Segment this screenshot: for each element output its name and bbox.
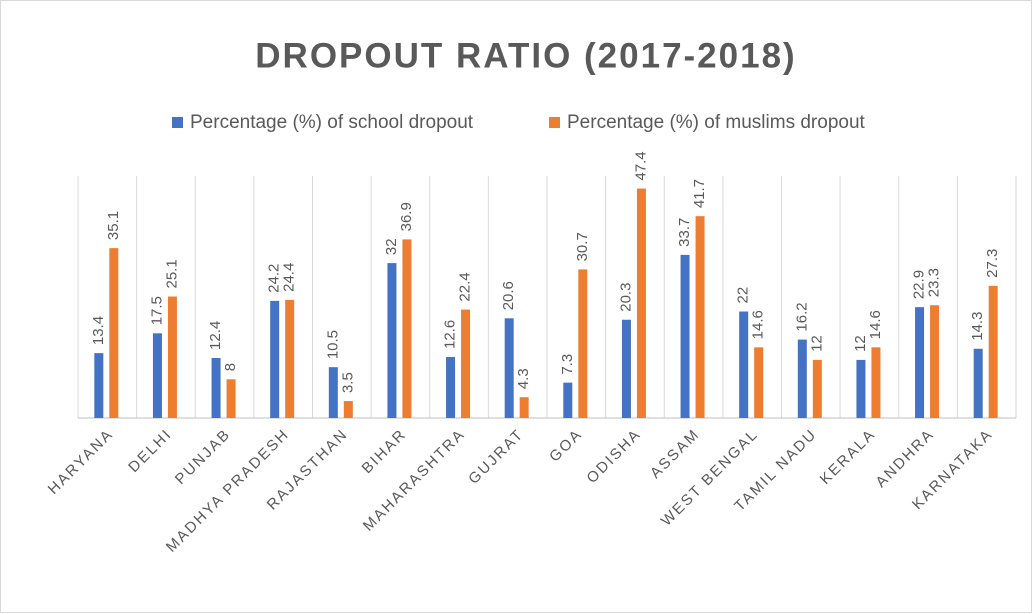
data-label: 12 [808,335,825,352]
bar [109,248,119,418]
bar [504,318,514,418]
data-label: 10.5 [324,330,341,359]
bar [621,319,631,418]
data-label: 22 [735,287,752,304]
bar [446,357,456,418]
legend-label: Percentage (%) of school dropout [190,112,474,133]
data-label: 14.3 [969,312,986,341]
data-label: 20.3 [617,283,634,312]
data-label: 22.9 [911,270,928,299]
bar [270,300,280,418]
bar [328,367,338,418]
bar [871,347,881,418]
bar [226,379,236,418]
bar [988,285,998,418]
data-label: 12.4 [207,321,224,350]
bar [930,305,940,418]
data-label: 32 [383,238,400,255]
bar [695,216,705,418]
data-label: 12.6 [442,320,459,349]
data-label: 7.3 [559,354,576,375]
bar [387,263,397,418]
bar [754,347,764,418]
data-label: 20.6 [500,281,517,310]
bar [461,309,471,418]
bar [402,239,412,418]
data-label: 36.9 [398,202,415,231]
data-label: 12 [852,335,869,352]
bar [563,382,573,418]
bar [285,299,295,418]
data-label: 23.3 [926,268,943,297]
bar [519,397,529,418]
bar [915,307,925,418]
bar [636,188,646,418]
data-label: 24.2 [266,264,283,293]
bar [152,333,162,418]
bar [812,359,822,418]
data-label: 41.7 [691,179,708,208]
bar [739,311,749,418]
bar [211,357,221,418]
data-label: 4.3 [515,368,532,389]
bar [973,348,983,418]
data-label: 3.5 [339,372,356,393]
data-label: 30.7 [574,232,591,261]
data-label: 22.4 [457,272,474,301]
data-label: 24.4 [281,263,298,292]
data-label: 47.4 [632,151,649,180]
data-label: 16.2 [793,302,810,331]
bar [680,254,690,418]
bar [578,269,588,418]
data-label: 33.7 [676,218,693,247]
data-label: 35.1 [105,211,122,240]
legend-label: Percentage (%) of muslims dropout [567,112,866,133]
data-label: 14.6 [750,310,767,339]
data-label: 27.3 [984,249,1001,278]
legend-swatch [172,117,183,128]
data-label: 25.1 [163,259,180,288]
data-label: 8 [222,363,239,371]
legend-swatch [549,117,560,128]
bar [856,359,866,418]
bar [167,296,177,418]
data-label: 13.4 [90,316,107,345]
bar [343,401,353,418]
data-label: 17.5 [148,296,165,325]
bar [797,339,807,418]
data-label: 14.6 [867,310,884,339]
chart-title: DROPOUT RATIO (2017-2018) [255,36,796,75]
bar [94,353,104,418]
